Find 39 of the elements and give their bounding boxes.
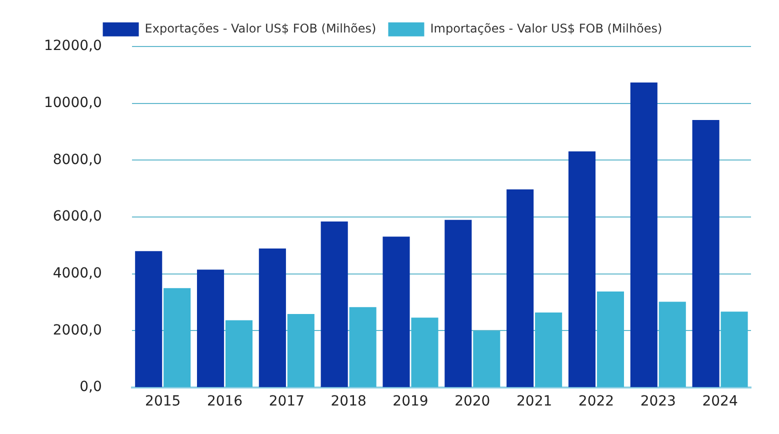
x-tick-label: 2019: [392, 394, 428, 410]
x-tick-label: 2018: [330, 394, 366, 410]
legend-label: Exportações - Valor US$ FOB (Milhões): [144, 22, 376, 36]
bar: [658, 302, 686, 388]
bar: [720, 312, 748, 388]
legend-label: Importações - Valor US$ FOB (Milhões): [430, 22, 662, 36]
y-tick-label: 4000,0: [52, 266, 102, 282]
bar: [568, 151, 596, 388]
y-tick-label: 2000,0: [52, 322, 102, 338]
bar: [596, 291, 624, 388]
bar: [164, 288, 191, 388]
bar: [444, 220, 472, 388]
bar: [382, 236, 410, 388]
y-tick-label: 10000,0: [44, 94, 102, 111]
bar: [535, 312, 562, 388]
x-tick-label: 2017: [268, 394, 304, 410]
bar: [258, 248, 286, 388]
bar: [630, 82, 658, 388]
bar: [135, 251, 162, 388]
bar: [287, 314, 314, 388]
bar: [473, 331, 500, 388]
x-tick-label: 2016: [206, 394, 243, 410]
x-tick-label: 2022: [578, 394, 614, 410]
bar: [411, 318, 438, 388]
bar: [506, 189, 534, 388]
bar: [196, 270, 224, 388]
x-tick-label: 2021: [516, 394, 552, 410]
y-tick-label: 6000,0: [52, 208, 102, 225]
bar: [225, 320, 253, 388]
y-tick-label: 0,0: [80, 379, 102, 396]
bar: [349, 307, 376, 388]
bar: [692, 120, 720, 388]
y-tick-label: 8000,0: [52, 152, 102, 168]
y-tick-label: 12000,0: [44, 38, 102, 54]
x-tick-label: 2023: [640, 394, 676, 410]
x-tick-label: 2024: [702, 394, 738, 410]
bar: [320, 222, 348, 388]
x-tick-label: 2020: [454, 394, 490, 410]
x-tick-label: 2015: [145, 394, 181, 410]
